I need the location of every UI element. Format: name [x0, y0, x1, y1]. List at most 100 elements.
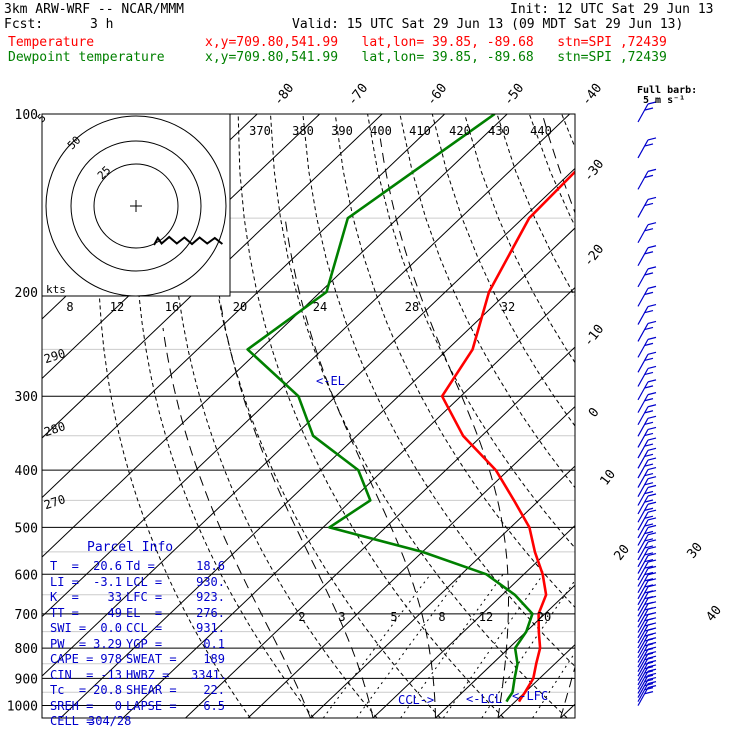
wind-barb-flag — [644, 578, 654, 582]
pressure-tick-label: 300 — [15, 390, 38, 405]
parcel-info-value: 189 — [203, 652, 225, 666]
hodograph-speed-label: 20 — [233, 300, 247, 314]
wind-barb-flag — [644, 545, 654, 549]
wind-barb-staff — [637, 662, 649, 681]
wind-barb — [637, 285, 657, 307]
valid-time: Valid: 15 UTC Sat 29 Jun 13 (09 MDT Sat … — [292, 17, 684, 32]
dry-adiabat-line — [496, 114, 575, 298]
wind-barb-flag — [647, 676, 657, 681]
wind-barb-staff — [637, 574, 649, 594]
hodograph-ring — [93, 163, 179, 249]
parcel-info-value: 20.6 — [93, 559, 122, 573]
wind-barb — [637, 565, 657, 587]
wind-barb-staff — [637, 580, 649, 600]
forecast-hours: 3 h — [90, 17, 114, 32]
isotherm-line — [42, 167, 575, 677]
isotherm-label: -60 — [424, 81, 450, 109]
wind-barb-flag — [647, 660, 657, 664]
dry-adiabat-line — [334, 114, 575, 609]
dewpoint-legend-info: x,y=709.80,541.99 lat,lon= 39.85, -89.68… — [205, 50, 667, 65]
isotherm-line — [60, 227, 575, 718]
wind-barb-staff — [637, 323, 649, 342]
wind-barb-flag — [647, 222, 657, 226]
wind-barb-staff — [637, 619, 649, 639]
wind-barb-flag — [647, 457, 657, 461]
wind-barb-staff — [637, 459, 649, 479]
wind-barb-staff — [637, 653, 649, 673]
wind-barb-staff — [637, 139, 649, 159]
wind-barb-staff — [637, 199, 649, 218]
wind-barb-flag — [647, 668, 657, 672]
wind-barb-flag — [647, 672, 657, 677]
isotherm-label: 40 — [704, 603, 725, 625]
wind-barb-flag — [647, 595, 657, 599]
parcel-info-value: 20.8 — [93, 683, 122, 697]
parcel-info-value: 276. — [196, 605, 225, 620]
wind-barb-flag — [647, 539, 657, 543]
wind-barb-staff — [637, 657, 649, 677]
wind-barb-flag — [647, 578, 657, 582]
wind-barb-staff — [637, 306, 649, 325]
parcel-info-key: EL = — [126, 605, 163, 620]
wind-barb-flag — [647, 303, 657, 308]
wind-barb-flag — [644, 490, 654, 495]
parcel-info-key: K = — [50, 590, 79, 604]
wind-barb-flag — [647, 622, 657, 626]
wind-barb — [637, 437, 657, 459]
mixing-ratio-line — [532, 651, 575, 718]
wind-barb-flag — [644, 682, 654, 687]
parcel-info-value: -13 — [100, 667, 122, 682]
wind-barb-flag — [647, 392, 657, 396]
wind-barb — [637, 517, 657, 539]
wind-barb — [637, 336, 657, 358]
wind-barb-flag — [644, 342, 654, 346]
wind-barb — [637, 484, 657, 506]
wind-barb — [637, 501, 657, 523]
parcel-info-key: T = — [50, 559, 79, 573]
wind-barb-flag — [647, 509, 657, 513]
moist-adiabat-line — [541, 114, 575, 718]
isotherm-line — [247, 405, 575, 718]
dry-adiabat-line — [691, 114, 740, 718]
wind-barb-staff — [637, 511, 649, 531]
wind-barb — [637, 392, 657, 413]
pressure-tick-label: 500 — [15, 521, 38, 536]
moist-adiabat-line — [284, 218, 436, 718]
isotherm-line — [42, 114, 508, 558]
parcel-info-key: LFC = — [126, 590, 163, 604]
wind-barb-flag — [647, 641, 657, 646]
wind-barb — [637, 509, 657, 531]
parcel-info-key: Tc = — [50, 683, 87, 697]
wind-barb-staff — [637, 247, 649, 267]
wind-barb-flag — [644, 357, 654, 361]
parcel-info-key: CELL = — [50, 714, 94, 728]
wind-barb-staff — [637, 469, 649, 488]
wind-barb-flag — [644, 228, 654, 232]
wind-barb-flag — [647, 447, 657, 451]
wind-barb-flag — [644, 107, 654, 111]
temperature-profile-line — [440, 169, 575, 703]
moist-adiabat-line — [162, 327, 311, 718]
wind-barb-staff — [637, 624, 649, 644]
wind-barb-flag — [647, 437, 657, 441]
isotherm-line — [310, 465, 575, 718]
pressure-tick-label: 800 — [15, 642, 38, 657]
wind-barb — [637, 524, 657, 546]
wind-barb-flag — [644, 674, 654, 678]
parcel-info-key: SHEAR = — [126, 683, 177, 697]
parcel-info-value: 18.6 — [196, 559, 225, 573]
wind-barb-flag — [647, 685, 657, 689]
wind-barb-flag — [644, 443, 654, 447]
wind-barb-staff — [637, 603, 649, 623]
wind-barb — [637, 655, 657, 677]
parcel-info-title: Parcel Info — [87, 540, 174, 555]
dry-adiabat-line — [528, 114, 575, 227]
dry-adiabat-line — [237, 114, 505, 718]
wind-barb-flag — [647, 196, 657, 201]
parcel-info-key: CCL = — [126, 621, 163, 635]
wind-barb — [637, 681, 657, 702]
wind-barb-legend-value: 5 m s⁻¹ — [643, 95, 686, 106]
hodograph-speed-label: 12 — [110, 300, 124, 314]
wind-barb-flag — [647, 572, 657, 576]
dry-adiabat-line — [659, 114, 740, 718]
